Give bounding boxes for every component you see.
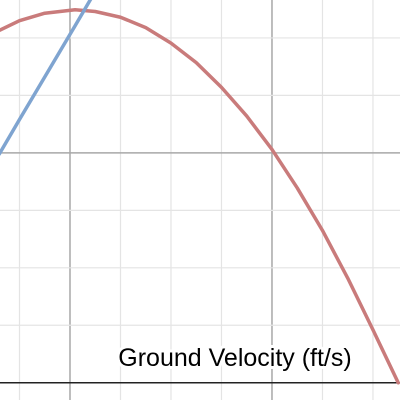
curves bbox=[0, 0, 400, 385]
curve bbox=[0, 8, 400, 385]
curve bbox=[0, 0, 93, 156]
x-axis-label: Ground Velocity (ft/s) bbox=[118, 344, 351, 372]
